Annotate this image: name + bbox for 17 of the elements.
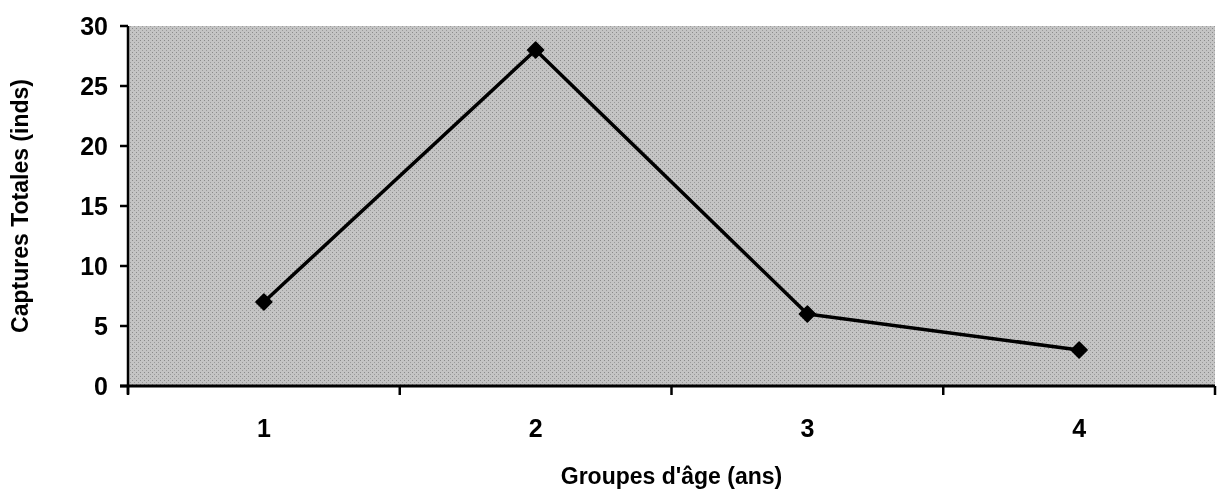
y-tick-label: 10 — [80, 251, 108, 280]
x-tick-label: 1 — [256, 414, 271, 442]
y-tick-label: 5 — [94, 311, 109, 340]
y-tick-label: 20 — [80, 131, 108, 160]
x-tick-label: 3 — [800, 414, 815, 442]
x-axis-title: Groupes d'âge (ans) — [560, 463, 783, 489]
y-tick-label: 0 — [94, 371, 108, 400]
y-tick-label: 15 — [80, 191, 109, 220]
x-tick-label: 4 — [1072, 414, 1087, 442]
point — [526, 41, 545, 59]
point — [1070, 341, 1088, 359]
y-tick-label: 25 — [80, 71, 109, 100]
x-tick-label: 2 — [528, 414, 543, 442]
y-axis-title: Captures Totales (inds) — [7, 79, 33, 333]
point — [255, 293, 273, 311]
y-tick-label: 30 — [80, 11, 108, 40]
point — [798, 305, 817, 323]
